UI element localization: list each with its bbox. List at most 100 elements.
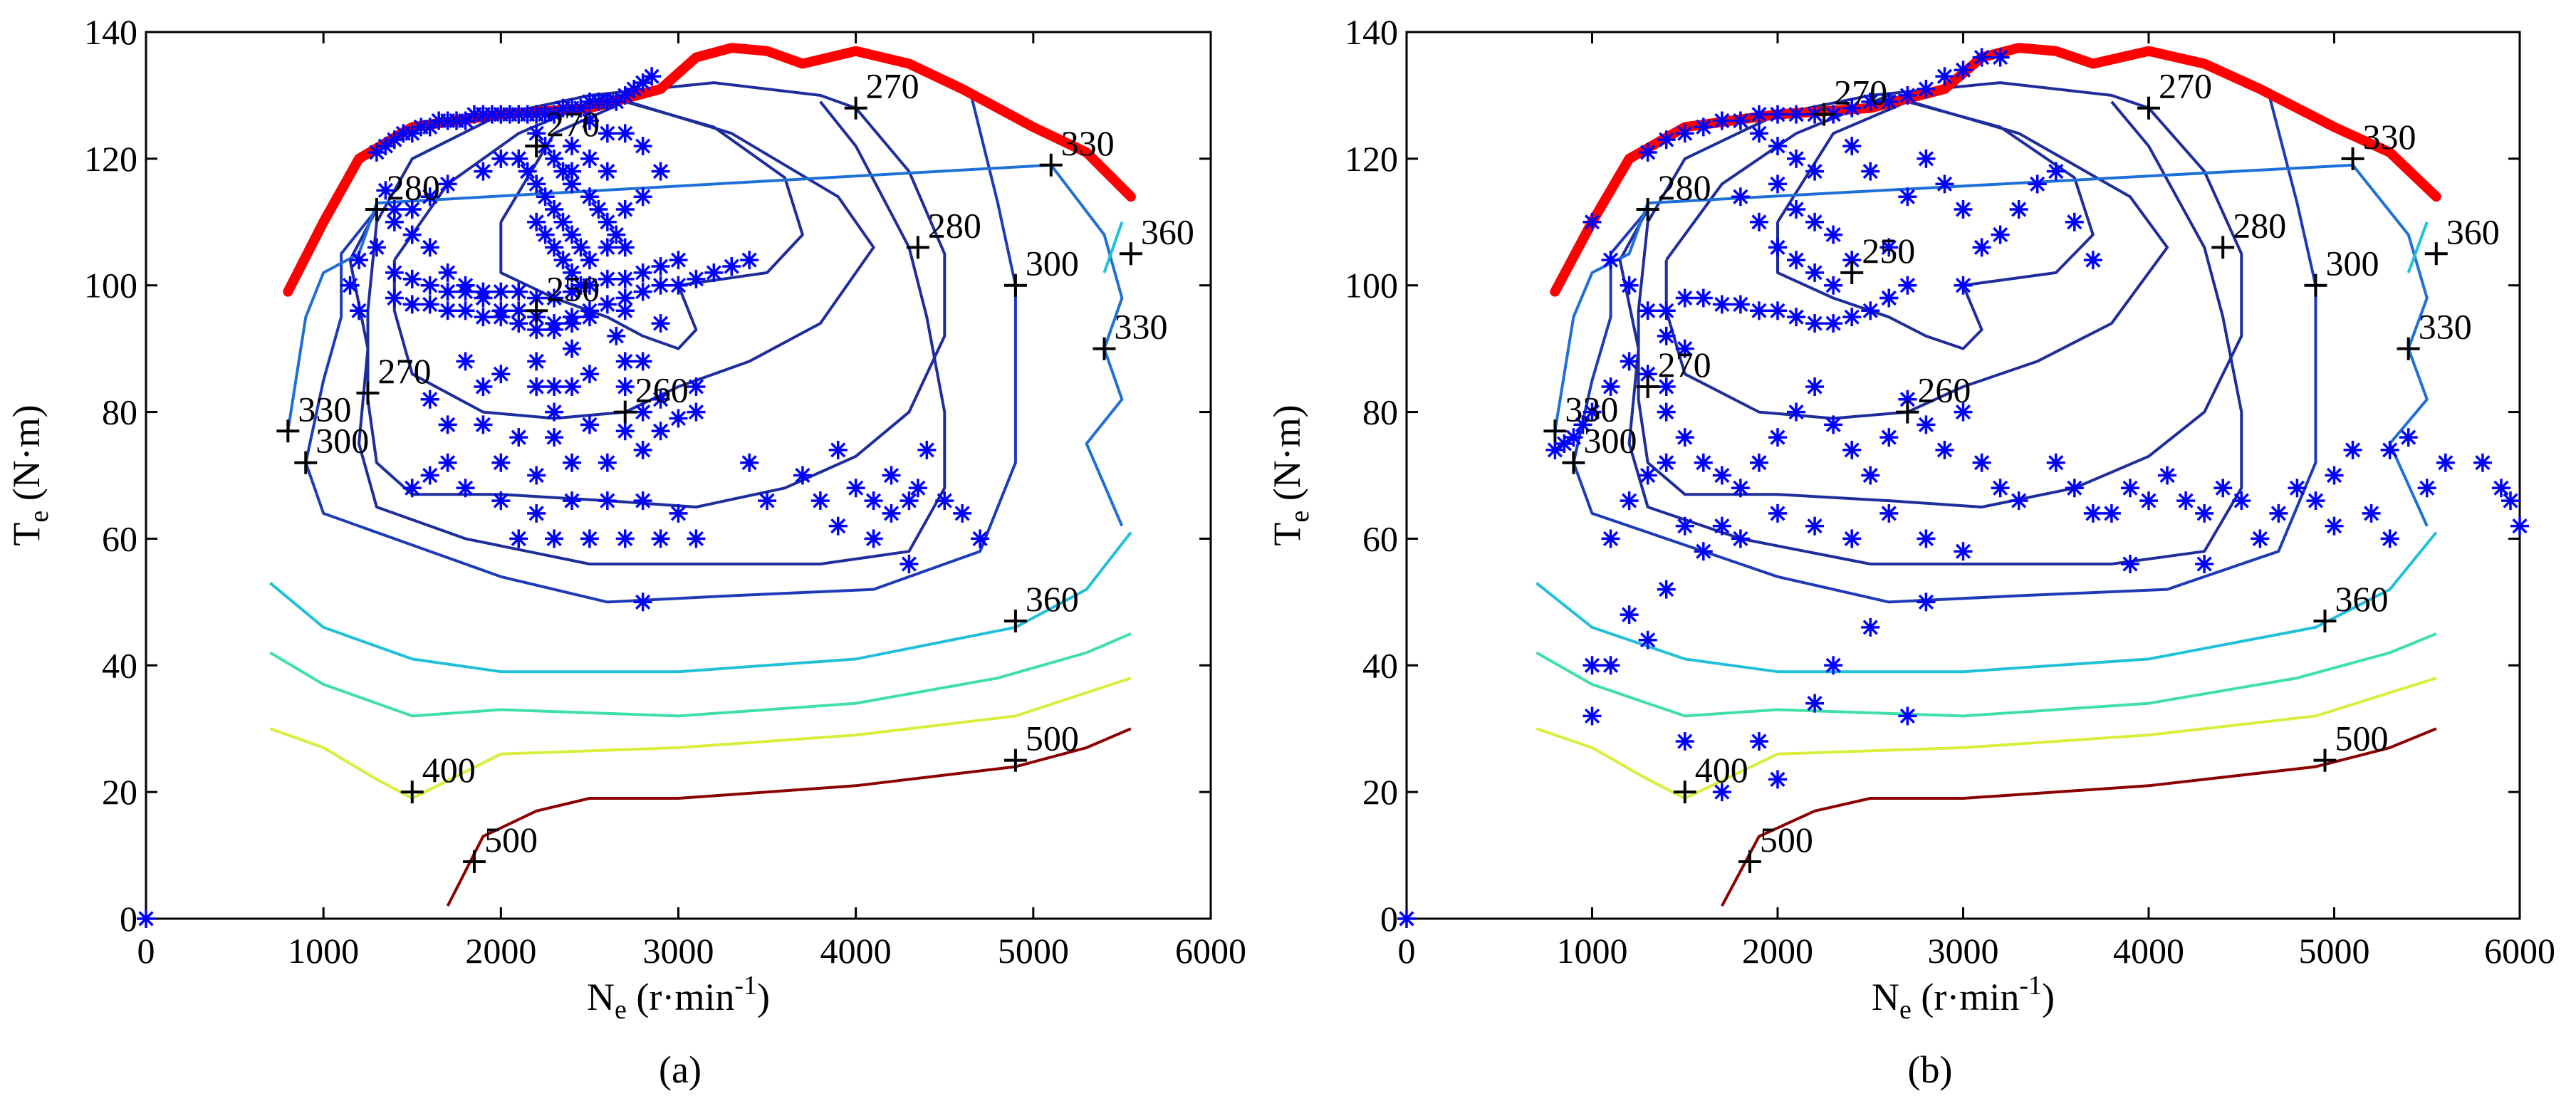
- operating-point: [633, 282, 652, 301]
- contour-line-280: [1618, 100, 2243, 565]
- contour-label: 250: [546, 268, 600, 308]
- contour-label: 360: [2446, 212, 2500, 251]
- y-tick-label: 20: [102, 772, 137, 812]
- operating-point: [2213, 479, 2233, 498]
- operating-point: [545, 529, 564, 548]
- operating-point: [509, 529, 528, 548]
- y-tick-label: 100: [84, 266, 137, 306]
- operating-point: [340, 276, 360, 295]
- operating-point: [1898, 85, 1917, 105]
- operating-point: [527, 377, 546, 396]
- contour-label: 330: [1115, 307, 1168, 347]
- operating-point: [420, 238, 439, 257]
- operating-point: [2102, 503, 2121, 523]
- y-tick-label: 40: [102, 645, 137, 685]
- x-axis-label: Ne (r·min-1): [587, 971, 770, 1025]
- operating-point: [2399, 428, 2418, 447]
- operating-point: [2417, 479, 2436, 498]
- operating-point: [1555, 434, 1574, 454]
- x-tick-label: 3000: [1928, 931, 1999, 971]
- contour-line-400: [269, 677, 1132, 800]
- operating-point: [1787, 105, 1806, 124]
- operating-point: [1657, 377, 1676, 396]
- operating-point: [1601, 529, 1620, 548]
- operating-point: [1805, 314, 1825, 333]
- y-tick-label: 80: [1362, 392, 1398, 432]
- operating-point: [491, 308, 511, 327]
- contour-label-marker: [613, 400, 637, 424]
- operating-point: [598, 295, 617, 314]
- operating-point: [580, 111, 599, 130]
- operating-point: [1694, 542, 1713, 561]
- operating-point: [651, 162, 670, 181]
- operating-point: [2065, 479, 2084, 498]
- x-tick-label: 0: [1398, 931, 1416, 971]
- contour-line-360: [2406, 221, 2429, 273]
- operating-point: [2343, 440, 2362, 459]
- operating-point: [474, 308, 493, 327]
- operating-point: [1712, 295, 1731, 314]
- operating-point: [2306, 491, 2325, 511]
- operating-point: [456, 282, 475, 301]
- operating-point: [935, 491, 954, 511]
- operating-point: [633, 263, 652, 282]
- operating-point: [553, 212, 573, 231]
- contour-label: 330: [2363, 117, 2416, 157]
- y-axis-label: Te (N·m): [5, 405, 54, 546]
- operating-point: [367, 238, 386, 257]
- operating-point: [563, 174, 581, 194]
- operating-point: [917, 440, 937, 459]
- operating-point: [438, 453, 457, 472]
- operating-point: [864, 491, 883, 511]
- operating-point: [456, 111, 475, 130]
- operating-point: [1601, 377, 1620, 396]
- operating-point: [527, 174, 546, 194]
- contour-label: 270: [377, 351, 431, 391]
- operating-point: [1917, 415, 1936, 434]
- operating-point: [438, 301, 457, 320]
- operating-point: [402, 479, 422, 498]
- operating-point: [1805, 212, 1825, 231]
- panel-a-caption: (a): [659, 1048, 702, 1091]
- contour-label-marker: [1003, 273, 1027, 297]
- operating-point: [633, 440, 652, 459]
- x-tick-label: 2000: [1742, 931, 1813, 971]
- contour-label: 260: [1917, 370, 1971, 410]
- operating-point: [527, 503, 546, 523]
- operating-point: [545, 200, 564, 219]
- operating-point: [1917, 149, 1936, 168]
- operating-point: [545, 149, 564, 168]
- operating-point: [376, 137, 395, 156]
- operating-point: [491, 491, 511, 511]
- operating-point: [589, 200, 608, 219]
- operating-point: [1657, 453, 1676, 472]
- operating-point: [1582, 212, 1602, 231]
- operating-point: [651, 390, 670, 409]
- operating-point: [1805, 377, 1825, 396]
- contour-label: 280: [387, 167, 440, 207]
- operating-point: [1694, 288, 1713, 308]
- contour-line-270: [366, 81, 947, 508]
- operating-point: [1879, 288, 1899, 308]
- operating-point: [420, 466, 439, 485]
- operating-point: [669, 276, 688, 295]
- operating-point: [1935, 67, 1954, 86]
- operating-point: [810, 491, 830, 511]
- operating-point: [1638, 466, 1657, 485]
- operating-point: [1657, 301, 1676, 320]
- operating-point: [2046, 162, 2065, 181]
- operating-point: [1824, 276, 1843, 295]
- operating-point: [385, 212, 404, 231]
- operating-point: [669, 409, 688, 428]
- operating-point: [580, 365, 599, 384]
- contour-label-marker: [1673, 781, 1696, 804]
- operating-point: [545, 238, 564, 257]
- contour-label-marker: [844, 96, 867, 120]
- operating-point: [669, 503, 688, 523]
- operating-point: [1787, 200, 1806, 219]
- operating-point: [563, 377, 581, 396]
- y-tick-label: 80: [102, 392, 137, 432]
- contour-label: 270: [866, 66, 919, 106]
- operating-point: [563, 137, 581, 156]
- contour-line-250: [1776, 100, 2095, 350]
